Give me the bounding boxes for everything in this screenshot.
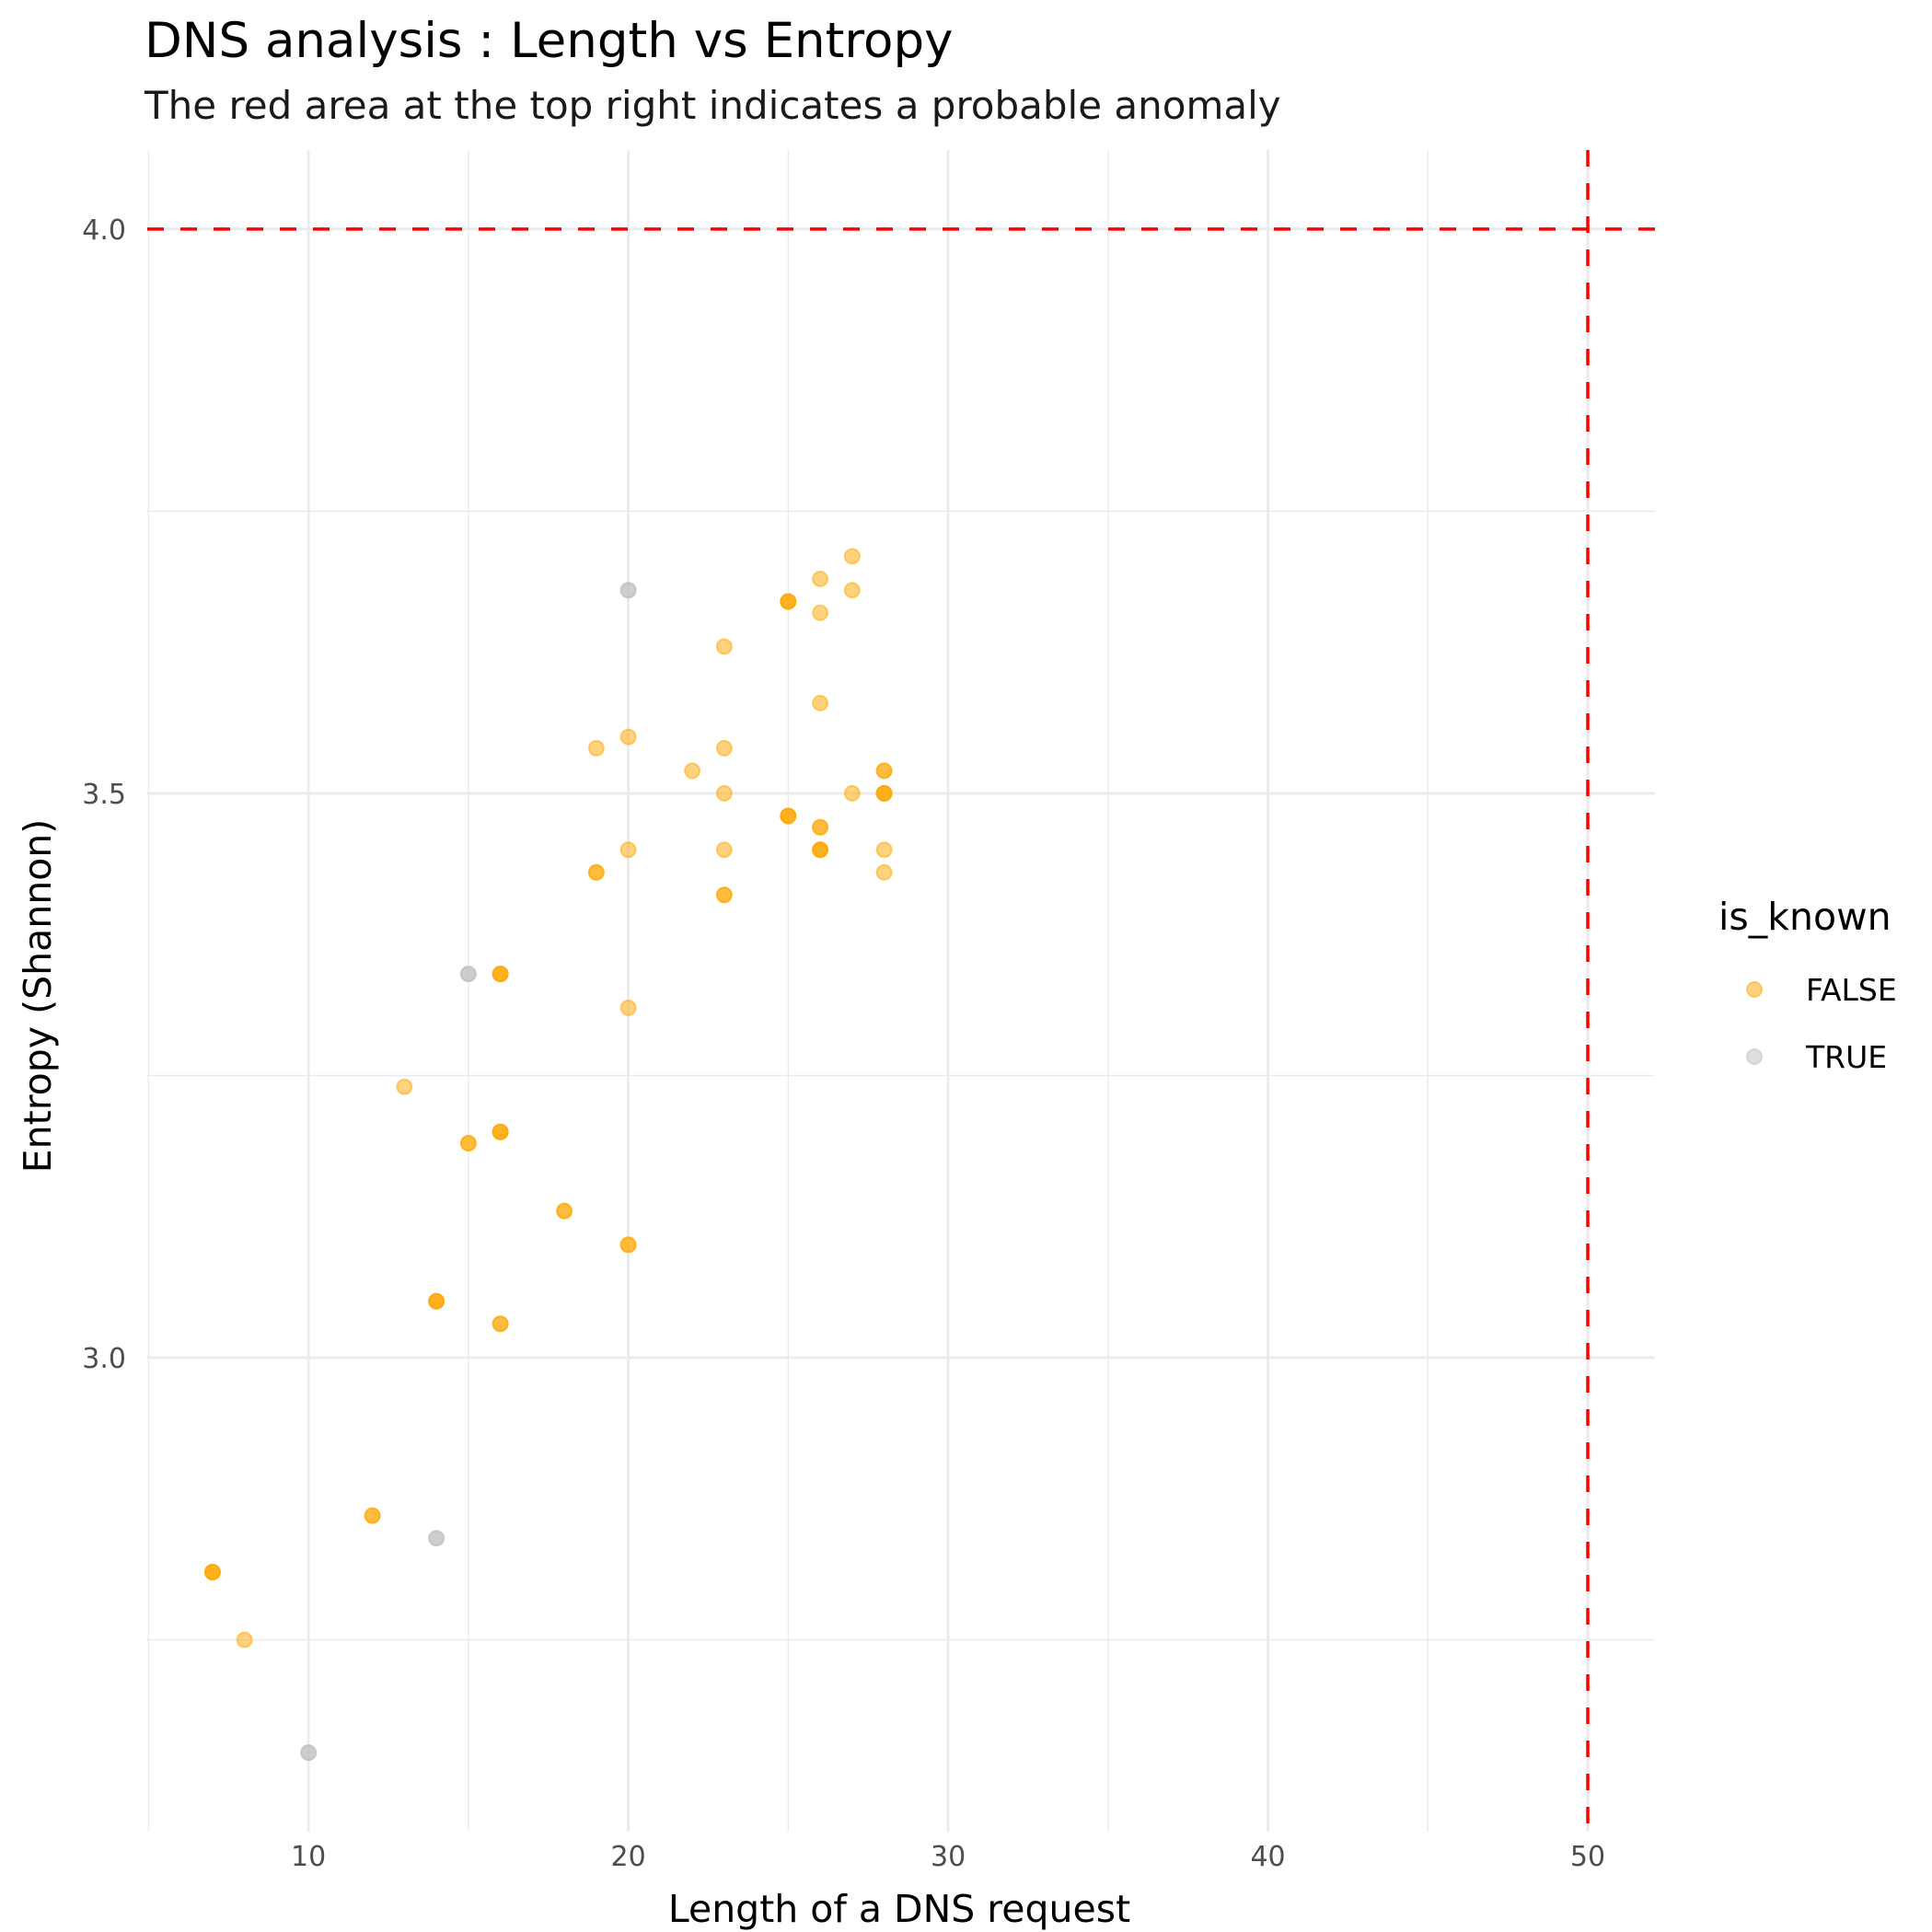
data-point-false xyxy=(587,863,605,881)
x-tick-label: 20 xyxy=(611,1841,646,1873)
data-point-false xyxy=(780,807,797,825)
data-point-false xyxy=(812,818,829,836)
legend-key-true xyxy=(1746,1048,1763,1065)
x-tick-label: 10 xyxy=(291,1841,326,1873)
data-point-false xyxy=(715,638,733,655)
data-point-false xyxy=(203,1563,221,1580)
y-axis-title: Entropy (Shannon) xyxy=(16,819,60,1174)
data-point-false xyxy=(364,1507,381,1524)
data-point-false xyxy=(715,886,733,904)
chart-subtitle: The red area at the top right indicates … xyxy=(144,83,1281,128)
data-point-false xyxy=(812,570,829,587)
data-point-false xyxy=(780,593,797,610)
data-point-false xyxy=(684,762,701,780)
grid xyxy=(147,150,1655,1832)
data-point-false xyxy=(396,1078,413,1095)
data-point-true xyxy=(459,966,477,983)
data-point-false xyxy=(812,604,829,621)
data-point-false xyxy=(492,966,509,983)
chart-title: DNS analysis : Length vs Entropy xyxy=(145,13,954,69)
threshold-lines xyxy=(147,150,1655,1832)
data-point-false xyxy=(875,863,893,881)
x-axis-title: Length of a DNS request xyxy=(668,1887,1130,1931)
data-point-false xyxy=(619,999,637,1016)
data-point-false xyxy=(492,1315,509,1333)
data-point-false xyxy=(619,1236,637,1254)
y-tick-label: 3.5 xyxy=(82,779,126,811)
data-point-false xyxy=(875,841,893,859)
data-point-false xyxy=(459,1135,477,1152)
y-tick-label: 3.0 xyxy=(82,1343,126,1375)
data-point-true xyxy=(428,1530,445,1547)
data-point-true xyxy=(300,1744,318,1762)
legend-key-false xyxy=(1746,981,1763,998)
data-point-false xyxy=(428,1292,445,1310)
data-point-false xyxy=(843,548,861,565)
legend-item-true: TRUE xyxy=(1746,1039,1887,1075)
data-point-false xyxy=(619,841,637,859)
data-point-false xyxy=(812,694,829,711)
legend-title: is_known xyxy=(1718,895,1892,939)
data-point-true xyxy=(619,582,637,599)
data-point-false xyxy=(236,1631,253,1649)
legend-item-false: FALSE xyxy=(1746,972,1897,1008)
data-point-false xyxy=(715,739,733,757)
data-points xyxy=(203,548,893,1762)
legend-label-false: FALSE xyxy=(1806,972,1897,1008)
legend-label-true: TRUE xyxy=(1805,1039,1887,1075)
y-axis-ticks: 3.0 3.5 4.0 xyxy=(82,214,126,1375)
data-point-false xyxy=(492,1123,509,1140)
x-axis-ticks: 10 20 30 40 50 xyxy=(291,1841,1605,1873)
x-tick-label: 50 xyxy=(1570,1841,1605,1873)
data-point-false xyxy=(556,1202,573,1220)
legend: is_known FALSE TRUE xyxy=(1718,895,1897,1075)
y-tick-label: 4.0 xyxy=(82,214,126,247)
data-point-false xyxy=(843,784,861,802)
data-point-false xyxy=(619,728,637,746)
x-tick-label: 40 xyxy=(1250,1841,1285,1873)
data-point-false xyxy=(875,762,893,780)
x-tick-label: 30 xyxy=(931,1841,966,1873)
data-point-false xyxy=(875,784,893,802)
data-point-false xyxy=(843,582,861,599)
data-point-false xyxy=(715,841,733,859)
data-point-false xyxy=(587,739,605,757)
data-point-false xyxy=(812,841,829,859)
data-point-false xyxy=(715,784,733,802)
